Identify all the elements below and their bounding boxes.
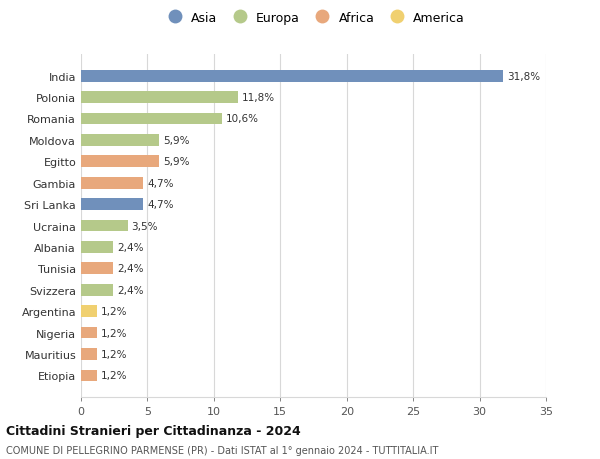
Text: 1,2%: 1,2%	[101, 349, 127, 359]
Text: 2,4%: 2,4%	[117, 285, 143, 295]
Text: Cittadini Stranieri per Cittadinanza - 2024: Cittadini Stranieri per Cittadinanza - 2…	[6, 425, 301, 437]
Bar	[81, 327, 97, 339]
Bar	[81, 370, 97, 381]
Text: 4,7%: 4,7%	[148, 179, 174, 188]
Text: 2,4%: 2,4%	[117, 264, 143, 274]
Bar	[81, 135, 160, 146]
Bar	[81, 156, 160, 168]
Text: 4,7%: 4,7%	[148, 200, 174, 210]
Bar	[81, 178, 143, 189]
Text: COMUNE DI PELLEGRINO PARMENSE (PR) - Dati ISTAT al 1° gennaio 2024 - TUTTITALIA.: COMUNE DI PELLEGRINO PARMENSE (PR) - Dat…	[6, 445, 439, 455]
Text: 1,2%: 1,2%	[101, 328, 127, 338]
Bar	[81, 348, 97, 360]
Text: 5,9%: 5,9%	[163, 157, 190, 167]
Bar	[81, 284, 113, 296]
Bar	[81, 92, 238, 104]
Text: 11,8%: 11,8%	[242, 93, 275, 103]
Text: 5,9%: 5,9%	[163, 135, 190, 146]
Bar	[81, 113, 222, 125]
Text: 1,2%: 1,2%	[101, 370, 127, 381]
Bar	[81, 71, 503, 82]
Bar	[81, 199, 143, 211]
Text: 1,2%: 1,2%	[101, 307, 127, 317]
Text: 31,8%: 31,8%	[508, 72, 541, 82]
Text: 2,4%: 2,4%	[117, 242, 143, 252]
Bar	[81, 306, 97, 317]
Bar	[81, 241, 113, 253]
Text: 10,6%: 10,6%	[226, 114, 259, 124]
Bar	[81, 263, 113, 274]
Text: 3,5%: 3,5%	[131, 221, 158, 231]
Bar	[81, 220, 128, 232]
Legend: Asia, Europa, Africa, America: Asia, Europa, Africa, America	[157, 6, 470, 29]
